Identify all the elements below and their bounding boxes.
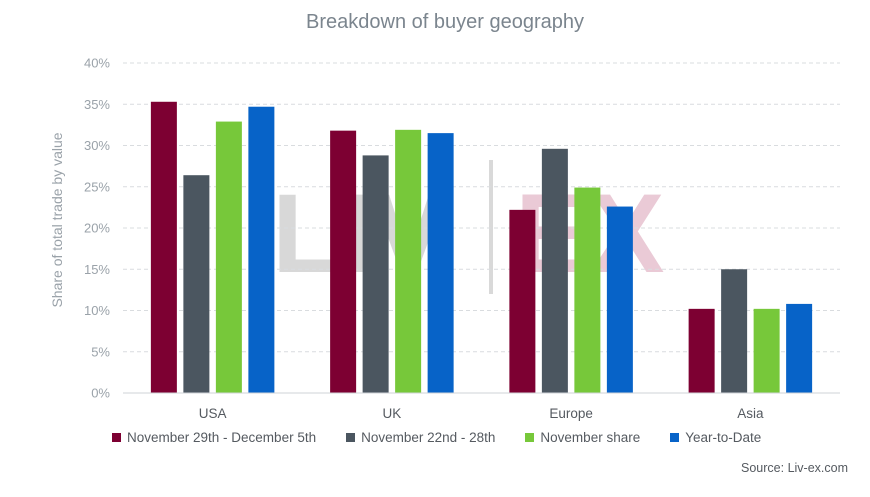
y-tick-label: 15% bbox=[84, 262, 110, 277]
bar bbox=[606, 206, 633, 393]
legend-item: November 29th - December 5th bbox=[112, 430, 316, 445]
y-tick-label: 40% bbox=[84, 56, 110, 71]
bar bbox=[541, 148, 568, 393]
legend-swatch bbox=[112, 433, 121, 442]
watermark-divider bbox=[489, 160, 493, 294]
legend-item: November 22nd - 28th bbox=[346, 430, 495, 445]
y-axis-label: Share of total trade by value bbox=[49, 132, 65, 307]
bar bbox=[786, 303, 813, 393]
x-axis-ticks: USA UK Europe Asia bbox=[199, 406, 764, 421]
bar bbox=[362, 155, 389, 393]
bar bbox=[395, 129, 422, 393]
chart-title: Breakdown of buyer geography bbox=[306, 11, 584, 33]
y-tick-label: 10% bbox=[84, 303, 110, 318]
bar bbox=[688, 308, 715, 393]
bar bbox=[753, 308, 780, 393]
x-tick-label: Asia bbox=[737, 406, 764, 421]
legend-label: Year-to-Date bbox=[685, 430, 762, 445]
y-tick-label: 0% bbox=[91, 386, 110, 401]
y-tick-label: 30% bbox=[84, 138, 110, 153]
bar bbox=[150, 101, 177, 394]
legend-item: Year-to-Date bbox=[670, 430, 761, 445]
x-tick-label: USA bbox=[199, 406, 227, 421]
bar bbox=[330, 130, 357, 393]
x-tick-label: UK bbox=[382, 406, 401, 421]
x-tick-label: Europe bbox=[549, 406, 593, 421]
bars bbox=[150, 101, 813, 394]
bar bbox=[574, 187, 601, 393]
legend-label: November share bbox=[540, 430, 641, 445]
y-tick-label: 20% bbox=[84, 221, 110, 236]
bar bbox=[215, 121, 242, 393]
legend-label: November 29th - December 5th bbox=[127, 430, 317, 445]
y-axis-ticks: 0% 5% 10% 15% 20% 25% 30% 35% 40% bbox=[84, 56, 110, 401]
legend-label: November 22nd - 28th bbox=[361, 430, 496, 445]
grid-lines bbox=[123, 62, 840, 353]
legend: November 29th - December 5th November 22n… bbox=[112, 430, 761, 445]
legend-swatch bbox=[346, 433, 356, 442]
legend-item: November share bbox=[525, 430, 640, 445]
y-tick-label: 5% bbox=[91, 344, 110, 359]
legend-swatch bbox=[525, 433, 535, 442]
bar bbox=[183, 175, 210, 393]
legend-swatch bbox=[670, 433, 680, 442]
y-tick-label: 35% bbox=[84, 97, 110, 112]
y-tick-label: 25% bbox=[84, 179, 110, 194]
bar bbox=[509, 209, 536, 393]
bar bbox=[427, 133, 454, 393]
bar bbox=[248, 106, 275, 393]
bar bbox=[721, 269, 748, 393]
source-note: Source: Liv-ex.com bbox=[741, 461, 848, 475]
